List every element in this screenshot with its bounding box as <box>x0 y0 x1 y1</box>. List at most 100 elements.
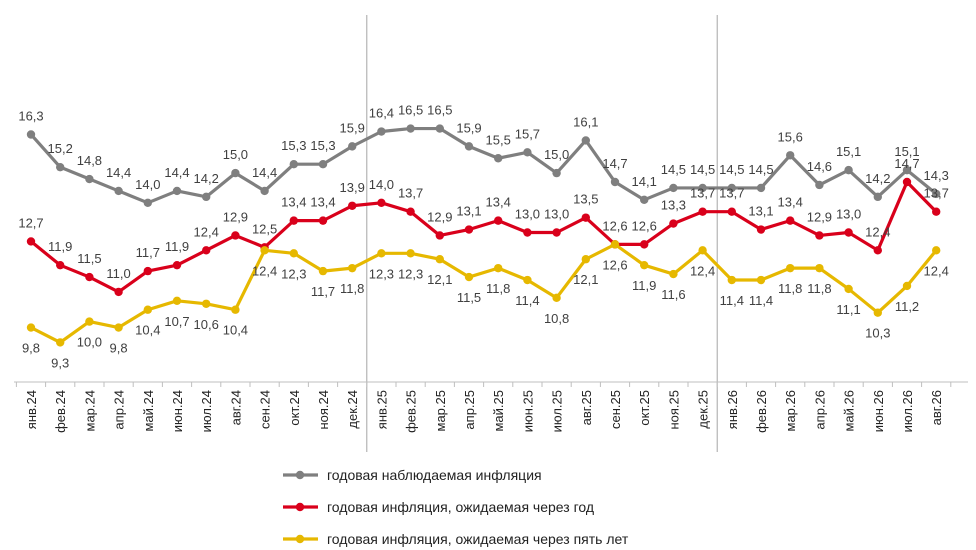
data-point-0 <box>318 159 328 169</box>
data-label-2: 11,2 <box>895 299 919 314</box>
x-tick-label: июн.24 <box>170 390 185 432</box>
data-label-1: 11,9 <box>165 239 189 254</box>
data-point-1 <box>669 219 678 228</box>
data-point-1 <box>932 207 941 216</box>
data-point-2 <box>815 263 824 273</box>
data-label-2: 11,8 <box>807 281 831 296</box>
data-label-1: 13,0 <box>836 207 861 222</box>
x-tick-label: июл.26 <box>900 390 915 432</box>
x-tick-label: фев.24 <box>53 390 68 433</box>
data-label-0: 15,9 <box>340 120 365 135</box>
data-point-1 <box>756 225 766 234</box>
data-label-2: 11,6 <box>661 287 685 302</box>
data-point-0 <box>377 127 386 136</box>
data-point-0 <box>844 165 853 175</box>
x-tick-label: фев.26 <box>754 390 769 433</box>
data-label-2: 12,4 <box>924 263 949 278</box>
data-label-1: 12,6 <box>632 218 657 233</box>
data-label-2: 10,7 <box>164 314 189 329</box>
data-label-0: 14,1 <box>632 174 657 189</box>
x-tick-label: июл.24 <box>199 390 214 432</box>
data-label-1: 12,4 <box>194 224 219 239</box>
data-label-1: 13,4 <box>486 195 511 210</box>
x-tick-label: апр.24 <box>112 390 127 430</box>
data-label-1: 11,7 <box>136 245 160 260</box>
data-point-1 <box>406 207 415 216</box>
data-label-2: 11,1 <box>836 302 860 317</box>
data-point-1 <box>873 246 882 255</box>
data-label-0: 14,2 <box>865 171 890 186</box>
data-label-2: 12,1 <box>573 272 598 287</box>
data-label-1: 13,7 <box>924 186 949 201</box>
data-point-0 <box>231 168 240 178</box>
data-point-2 <box>727 275 736 285</box>
data-point-1 <box>727 207 736 216</box>
legend-label-0: годовая наблюдаемая инфляция <box>327 467 542 483</box>
data-point-0 <box>669 183 678 193</box>
data-point-2 <box>902 281 912 291</box>
data-label-2: 12,4 <box>252 263 277 278</box>
data-label-2: 11,4 <box>749 293 773 308</box>
data-point-0 <box>172 186 182 196</box>
data-point-0 <box>114 186 123 196</box>
data-label-2: 12,1 <box>427 272 452 287</box>
data-point-0 <box>56 162 65 172</box>
data-point-0 <box>902 165 912 175</box>
data-point-0 <box>756 183 766 193</box>
data-label-2: 10,4 <box>135 323 160 338</box>
data-point-0 <box>435 124 444 133</box>
data-label-1: 12,9 <box>807 209 832 224</box>
data-point-1 <box>902 177 912 187</box>
data-point-0 <box>552 168 561 178</box>
data-label-2: 12,6 <box>602 257 627 272</box>
data-label-0: 15,2 <box>48 141 73 156</box>
data-label-1: 13,4 <box>778 195 803 210</box>
data-label-1: 13,5 <box>573 192 598 207</box>
data-label-1: 13,0 <box>544 207 569 222</box>
data-point-2 <box>581 255 590 264</box>
data-point-2 <box>114 323 123 332</box>
data-point-2 <box>231 305 240 314</box>
data-point-2 <box>610 240 620 249</box>
data-point-1 <box>815 231 824 240</box>
data-label-1: 13,0 <box>515 207 540 222</box>
data-label-0: 16,4 <box>369 106 394 121</box>
data-point-1 <box>318 216 328 225</box>
x-tick-label: сен.24 <box>258 390 273 429</box>
data-point-1 <box>523 228 532 237</box>
x-tick-label: янв.25 <box>374 390 389 429</box>
data-point-1 <box>56 260 65 270</box>
data-label-2: 11,7 <box>311 284 335 299</box>
data-label-0: 14,5 <box>690 162 715 177</box>
data-label-2: 10,0 <box>77 335 102 350</box>
data-point-1 <box>114 287 123 297</box>
x-tick-label: май.25 <box>491 390 506 432</box>
data-label-2: 11,8 <box>486 281 510 296</box>
data-label-2: 9,3 <box>51 355 69 370</box>
data-label-0: 14,4 <box>106 165 131 180</box>
data-point-0 <box>523 148 532 157</box>
data-label-1: 13,4 <box>310 195 335 210</box>
data-label-1: 12,7 <box>18 215 43 230</box>
data-point-0 <box>26 130 36 139</box>
x-axis: янв.24 фев.24 мар.24 апр.24 май.24 июн.24 июл.… <box>14 381 968 433</box>
data-label-1: 12,9 <box>427 209 452 224</box>
legend: годовая наблюдаемая инфляция годовая инфл… <box>283 467 629 547</box>
data-point-0 <box>464 142 474 151</box>
data-label-1: 13,9 <box>340 180 365 195</box>
data-point-0 <box>640 195 649 205</box>
data-point-2 <box>348 263 357 273</box>
data-point-1 <box>844 228 853 237</box>
data-label-2: 10,4 <box>223 323 248 338</box>
data-label-0: 14,5 <box>748 162 773 177</box>
data-label-2: 11,8 <box>340 281 364 296</box>
data-point-0 <box>143 198 152 207</box>
data-point-1 <box>231 231 240 240</box>
data-point-0 <box>873 192 882 202</box>
x-tick-label: фев.25 <box>404 390 419 433</box>
data-label-2: 12,4 <box>690 263 715 278</box>
data-point-1 <box>26 237 36 246</box>
data-point-1 <box>85 272 94 282</box>
x-tick-label: май.26 <box>842 390 857 432</box>
data-label-1: 11,9 <box>48 239 72 254</box>
